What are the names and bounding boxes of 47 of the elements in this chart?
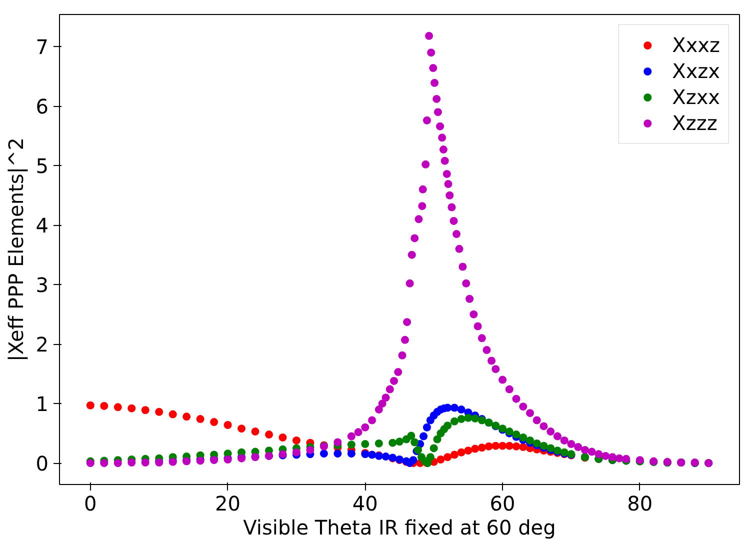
- point: [224, 421, 232, 429]
- point: [86, 401, 94, 410]
- y-tick-label: 1: [36, 392, 49, 416]
- point: [444, 453, 452, 462]
- point: [128, 404, 136, 412]
- legend-label: Xxxz: [672, 33, 720, 57]
- point: [498, 442, 507, 450]
- y-tick-label: 6: [36, 94, 49, 119]
- x-tick-label: 80: [627, 492, 653, 516]
- y-tick-label: 4: [36, 214, 49, 238]
- x-tick-label: 0: [84, 492, 97, 516]
- x-tick-label: 20: [215, 492, 241, 516]
- legend-label: Xzxx: [672, 85, 720, 109]
- point: [141, 406, 150, 414]
- point: [292, 436, 300, 444]
- x-tick-label: 40: [352, 492, 378, 516]
- point: [155, 408, 164, 416]
- point: [251, 428, 260, 436]
- point: [492, 442, 500, 450]
- point: [505, 442, 514, 450]
- point: [182, 412, 191, 421]
- point: [114, 403, 122, 412]
- y-tick-label: 2: [36, 332, 49, 357]
- point: [464, 446, 472, 455]
- legend-label: Xzzz: [672, 111, 718, 135]
- point: [471, 444, 480, 453]
- point: [196, 415, 204, 424]
- point: [210, 418, 218, 426]
- x-axis-title: Visible Theta IR fixed at 60 deg: [243, 516, 556, 540]
- point: [457, 448, 466, 456]
- point: [278, 434, 287, 442]
- y-tick-label: 7: [36, 35, 49, 60]
- point: [100, 402, 108, 410]
- y-tick-label: 0: [36, 452, 49, 476]
- point: [264, 430, 273, 439]
- point: [484, 442, 493, 450]
- point: [168, 410, 177, 418]
- point: [238, 424, 246, 433]
- y-tick-label: 3: [36, 273, 49, 298]
- y-tick-label: 5: [36, 154, 49, 178]
- legend-label: Xxzx: [672, 59, 720, 83]
- point: [478, 444, 486, 452]
- x-tick-label: 60: [490, 492, 516, 516]
- y-axis-title: |Xeff PPP Elements|^2: [4, 138, 28, 362]
- point: [512, 442, 520, 450]
- point: [436, 456, 445, 464]
- point: [450, 450, 458, 459]
